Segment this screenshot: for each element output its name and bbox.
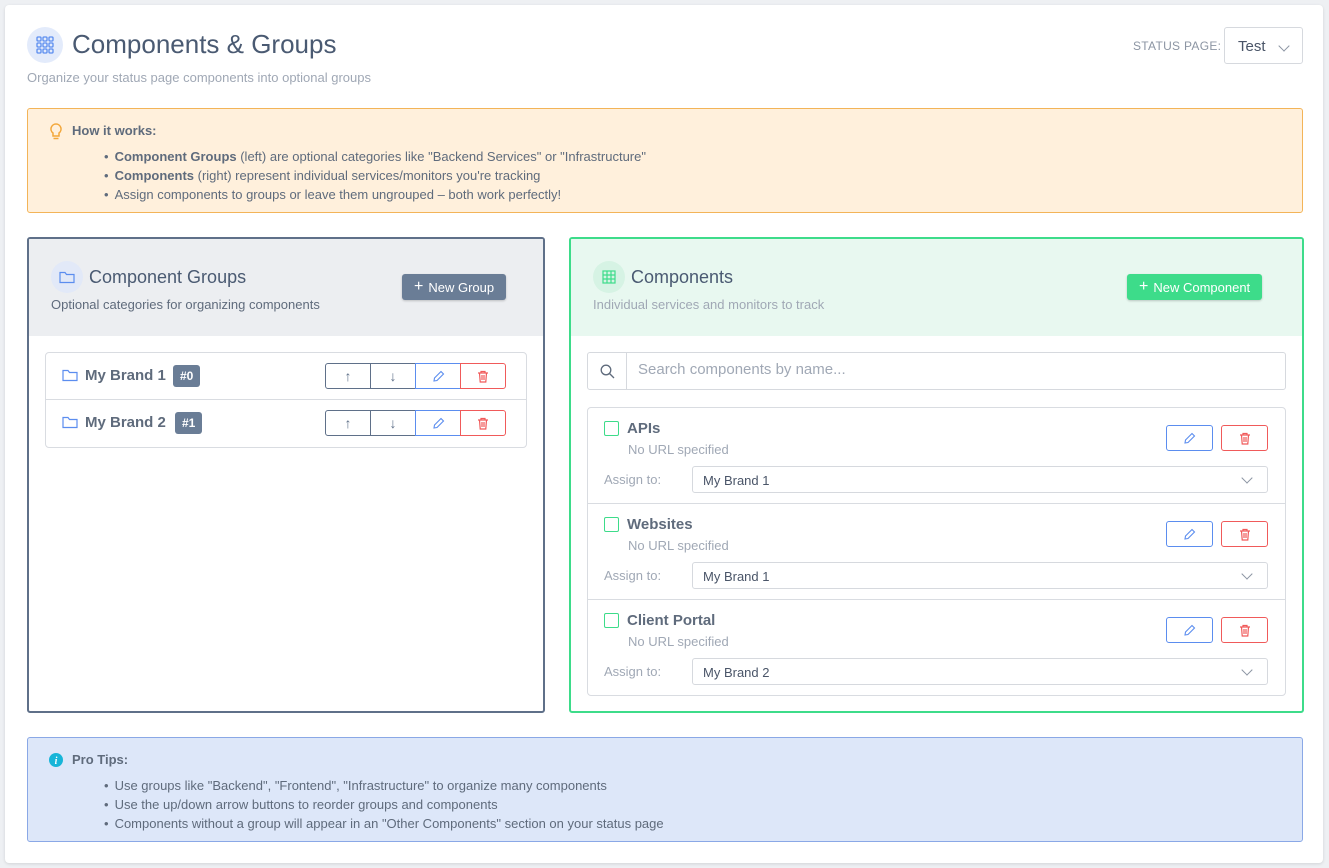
assign-group-value: My Brand 1: [703, 473, 770, 488]
component-name: Websites: [627, 516, 693, 533]
new-group-button[interactable]: + New Group: [402, 274, 507, 300]
arrow-down-icon: ↓: [389, 415, 397, 431]
components-panel: Components Individual services and monit…: [569, 237, 1304, 713]
edit-group-button[interactable]: [415, 410, 461, 436]
chevron-down-icon: [1241, 568, 1253, 580]
chevron-down-icon: [1241, 472, 1253, 484]
lightbulb-icon: [50, 123, 62, 140]
edit-component-button[interactable]: [1166, 521, 1213, 547]
trash-icon: [478, 370, 488, 383]
trash-icon: [478, 417, 488, 430]
group-order-badge: #0: [173, 365, 201, 387]
trash-icon: [1239, 528, 1250, 541]
component-name: Client Portal: [627, 612, 716, 629]
plus-icon: +: [1139, 278, 1149, 295]
delete-component-button[interactable]: [1221, 425, 1268, 451]
move-up-button[interactable]: ↑: [325, 410, 371, 436]
component-groups-panel: Component Groups Optional categories for…: [27, 237, 545, 713]
move-down-button[interactable]: ↓: [370, 410, 416, 436]
assign-label: Assign to:: [604, 664, 662, 679]
status-page-value: Test: [1238, 38, 1266, 55]
assign-label: Assign to:: [604, 472, 662, 487]
component-name: APIs: [627, 420, 661, 437]
component-checkbox[interactable]: [604, 613, 619, 628]
group-row: My Brand 1 #0 ↑ ↓: [46, 353, 526, 400]
how-it-works-item: Component Groups (left) are optional cat…: [104, 147, 646, 166]
search-input[interactable]: [638, 361, 1258, 378]
assign-group-value: My Brand 2: [703, 665, 770, 680]
component-row: APIs No URL specified Assign to: My Bran…: [588, 408, 1285, 504]
edit-group-button[interactable]: [415, 363, 461, 389]
new-component-button[interactable]: + New Component: [1127, 274, 1263, 300]
components-list: APIs No URL specified Assign to: My Bran…: [587, 407, 1286, 696]
pro-tips-box: i Pro Tips: Use groups like "Backend", "…: [27, 737, 1303, 842]
folder-icon: [62, 416, 78, 429]
arrow-up-icon: ↑: [344, 415, 352, 431]
delete-component-button[interactable]: [1221, 521, 1268, 547]
pencil-icon: [432, 417, 444, 429]
assign-group-select[interactable]: My Brand 1: [692, 466, 1268, 493]
move-down-button[interactable]: ↓: [370, 363, 416, 389]
trash-icon: [1239, 624, 1250, 637]
plus-icon: +: [414, 278, 424, 295]
components-title: Components: [631, 267, 734, 287]
component-row: Websites No URL specified Assign to: My …: [588, 504, 1285, 600]
groups-title: Component Groups: [89, 267, 247, 287]
component-url: No URL specified: [628, 538, 729, 553]
table-icon: [593, 261, 625, 293]
group-row: My Brand 2 #1 ↑ ↓: [46, 400, 526, 447]
edit-component-button[interactable]: [1166, 617, 1213, 643]
groups-subtitle: Optional categories for organizing compo…: [51, 297, 320, 312]
page-subtitle: Organize your status page components int…: [27, 70, 371, 85]
edit-component-button[interactable]: [1166, 425, 1213, 451]
how-it-works-item: Components (right) represent individual …: [104, 166, 646, 185]
info-icon: i: [49, 753, 63, 767]
grid-icon: [27, 27, 63, 63]
pencil-icon: [1184, 528, 1196, 540]
assign-label: Assign to:: [604, 568, 662, 583]
component-url: No URL specified: [628, 442, 729, 457]
group-name: My Brand 2: [85, 414, 166, 431]
component-row: Client Portal No URL specified Assign to…: [588, 600, 1285, 695]
pencil-icon: [432, 370, 444, 382]
trash-icon: [1239, 432, 1250, 445]
assign-group-select[interactable]: My Brand 1: [692, 562, 1268, 589]
folder-icon: [51, 261, 83, 293]
move-up-button[interactable]: ↑: [325, 363, 371, 389]
how-it-works-title: How it works:: [72, 123, 157, 138]
svg-text:i: i: [55, 756, 58, 767]
chevron-down-icon: [1241, 664, 1253, 676]
component-checkbox[interactable]: [604, 517, 619, 532]
component-url: No URL specified: [628, 634, 729, 649]
assign-group-value: My Brand 1: [703, 569, 770, 584]
component-search: [587, 352, 1286, 390]
pro-tip-item: Components without a group will appear i…: [104, 814, 664, 833]
group-order-badge: #1: [175, 412, 203, 434]
arrow-up-icon: ↑: [344, 368, 352, 384]
search-icon: [588, 353, 627, 389]
pencil-icon: [1184, 432, 1196, 444]
chevron-down-icon: [1278, 40, 1290, 52]
arrow-down-icon: ↓: [389, 368, 397, 384]
pro-tips-title: Pro Tips:: [72, 752, 129, 767]
page-title: Components & Groups: [72, 29, 337, 59]
pencil-icon: [1184, 624, 1196, 636]
delete-component-button[interactable]: [1221, 617, 1268, 643]
how-it-works-box: How it works: Component Groups (left) ar…: [27, 108, 1303, 213]
components-subtitle: Individual services and monitors to trac…: [593, 297, 825, 312]
pro-tip-item: Use groups like "Backend", "Frontend", "…: [104, 776, 664, 795]
status-page-select[interactable]: Test: [1224, 27, 1303, 64]
group-name: My Brand 1: [85, 367, 166, 384]
status-page-label: STATUS PAGE:: [1133, 39, 1222, 53]
folder-icon: [62, 369, 78, 382]
groups-list: My Brand 1 #0 ↑ ↓ My Brand 2 #1 ↑ ↓: [45, 352, 527, 448]
assign-group-select[interactable]: My Brand 2: [692, 658, 1268, 685]
delete-group-button[interactable]: [460, 410, 506, 436]
how-it-works-item: Assign components to groups or leave the…: [104, 185, 646, 204]
delete-group-button[interactable]: [460, 363, 506, 389]
pro-tip-item: Use the up/down arrow buttons to reorder…: [104, 795, 664, 814]
component-checkbox[interactable]: [604, 421, 619, 436]
